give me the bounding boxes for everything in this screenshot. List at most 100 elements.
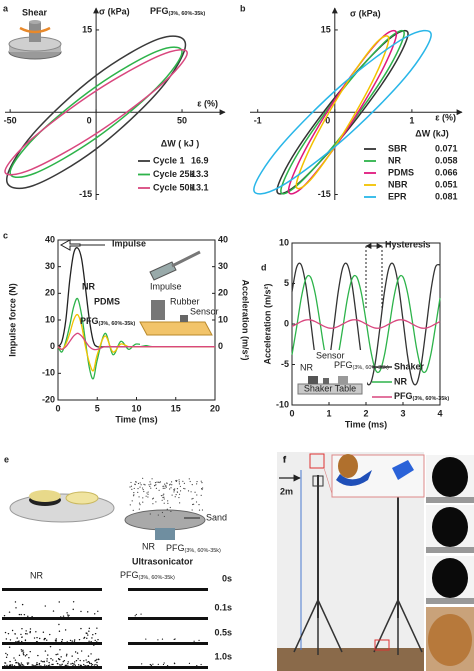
sand-grain <box>86 661 88 664</box>
sand-grain <box>132 509 134 511</box>
sand-grain <box>58 630 61 632</box>
sand-grain <box>191 484 193 486</box>
sand-grain <box>169 484 171 486</box>
legend-label: Shaker <box>394 361 425 371</box>
sand-grain <box>88 661 91 663</box>
sand-grain <box>87 665 89 667</box>
shaker-table <box>297 383 363 395</box>
panel-letter: a <box>3 3 9 13</box>
sand-grain <box>40 665 42 667</box>
sand-grain <box>160 494 163 497</box>
sand-grain <box>87 611 89 613</box>
y-axis-label: σ (kPa) <box>350 8 381 18</box>
sand-grain <box>43 639 45 641</box>
sand-grain <box>198 509 201 511</box>
y-tick-label: 15 <box>82 24 92 34</box>
sand-grain <box>196 494 198 496</box>
sand-grain <box>40 660 42 662</box>
sand-grain <box>157 663 159 666</box>
sand-grain <box>167 500 169 502</box>
sand-grain <box>152 497 155 499</box>
hysteresis-loop <box>295 35 390 190</box>
y-tick-label: 10 <box>279 237 289 247</box>
sand-grain <box>161 499 163 501</box>
sand-grain <box>86 632 88 635</box>
sand-grain <box>156 481 158 483</box>
sand-grain <box>56 662 59 665</box>
legend-label: NR <box>394 376 407 386</box>
sand-grain <box>142 497 144 499</box>
legend-value: 0.051 <box>435 179 458 189</box>
sand-grain <box>176 479 178 482</box>
sand-grain <box>67 616 69 618</box>
legend-label: EPR <box>388 191 407 201</box>
x-tick-label: 10 <box>131 403 141 413</box>
sand-grain <box>88 630 90 632</box>
sand-grain <box>151 478 153 480</box>
y-tick-label: -15 <box>318 189 331 199</box>
sand-grain <box>79 664 82 667</box>
sand-grain <box>52 663 54 666</box>
y-tick-label: 20 <box>45 288 55 298</box>
sand-grain <box>163 493 165 495</box>
sand-grain <box>9 660 11 663</box>
sand-grain <box>35 631 37 633</box>
sand-grain <box>15 641 17 643</box>
sand-grain <box>4 662 6 664</box>
sand-grain <box>51 663 53 666</box>
sand-grain <box>16 641 19 643</box>
sand-grain <box>60 616 62 618</box>
sand-grain <box>200 663 202 666</box>
sand-grain <box>157 639 159 641</box>
sand-grain <box>47 654 49 656</box>
sand-grain <box>75 659 78 662</box>
legend-title: ΔW (kJ) <box>415 128 448 138</box>
sand-grain <box>14 659 17 661</box>
shear-rod-top <box>29 20 41 24</box>
sand-grain <box>162 496 164 499</box>
sand-grain <box>7 632 10 635</box>
sand-grain <box>43 664 46 666</box>
sand-grain <box>22 649 24 652</box>
sand-grain <box>202 487 204 489</box>
sand-grain <box>5 652 7 655</box>
sand-grain <box>193 640 195 642</box>
legend-value: 13.3 <box>191 169 209 179</box>
sand-grain <box>166 665 169 667</box>
sand-grain <box>93 664 96 666</box>
x-tick-label: 4 <box>437 408 442 418</box>
frame-floor <box>426 598 474 604</box>
sand-grain <box>161 638 164 640</box>
sand-grain <box>171 484 173 486</box>
sand-grain <box>29 628 32 630</box>
sand-grain <box>155 501 157 503</box>
legend-value: 0.066 <box>435 167 458 177</box>
inset-label: Rubber <box>170 296 200 306</box>
tripod-head <box>312 475 324 487</box>
sand-grain <box>67 665 69 667</box>
sand-grain <box>42 660 44 663</box>
row-label: NR <box>30 570 43 580</box>
annotation: PFG(3%, 60%-35k) <box>150 6 205 17</box>
sand-grain <box>71 662 74 665</box>
tripod-leg <box>373 599 399 653</box>
sand-strip <box>128 617 208 620</box>
sand-grain <box>90 640 92 643</box>
sand-grain <box>58 623 60 626</box>
photo-label: Sand <box>206 512 227 522</box>
row-label-main: PFG <box>120 570 139 580</box>
sand-grain <box>36 663 39 666</box>
sand-grain <box>72 665 74 667</box>
sand-grain <box>44 605 46 607</box>
sand-grain <box>62 615 65 617</box>
sand-grain <box>46 639 48 641</box>
sand-grain <box>60 664 62 666</box>
series-label: NR <box>82 281 95 291</box>
sand-grain <box>167 502 169 504</box>
legend-value: 13.1 <box>191 182 209 192</box>
sand-grain <box>192 497 194 500</box>
sand-grain <box>16 637 18 639</box>
x-tick-label: 0 <box>325 116 330 126</box>
panel-letter: e <box>4 454 9 464</box>
x-tick-label: -50 <box>4 116 17 126</box>
